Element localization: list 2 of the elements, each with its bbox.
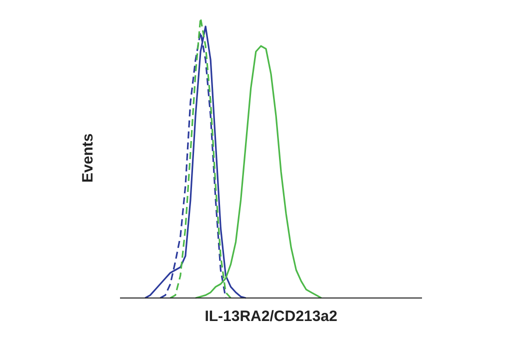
x-axis-title: IL-13RA2/CD213a2 (204, 308, 338, 325)
y-axis-title: Events (80, 133, 96, 183)
